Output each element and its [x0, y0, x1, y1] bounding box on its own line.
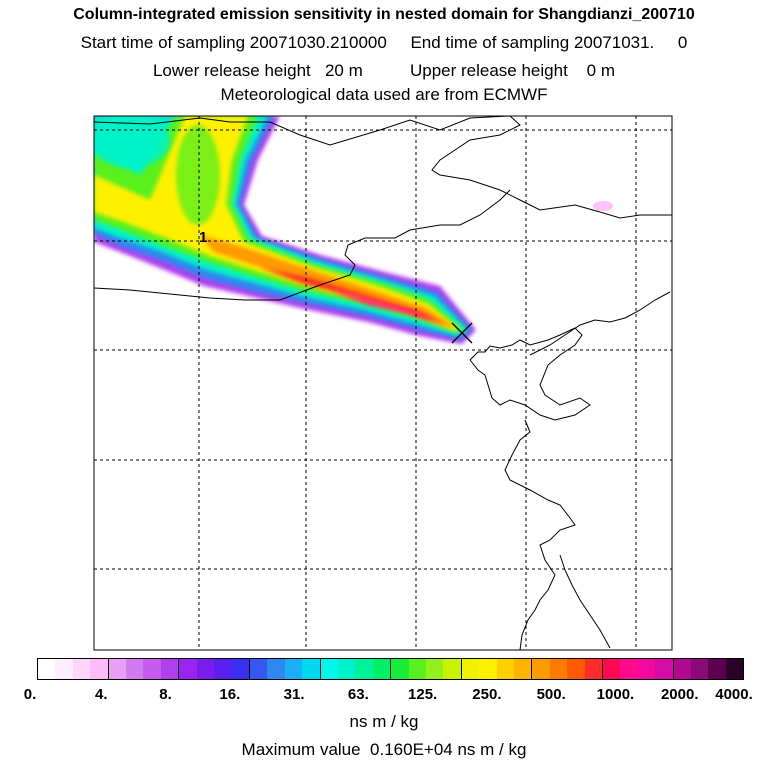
colorbar-tick-label: 250.	[472, 686, 502, 703]
east-coast-fragment	[559, 554, 611, 649]
colorbar-swatch	[72, 659, 91, 679]
colorbar-swatch	[443, 659, 461, 679]
colorbar-swatch	[460, 659, 480, 679]
colorbar-swatch	[196, 659, 215, 679]
colorbar-swatch	[620, 659, 638, 679]
colorbar-tick-label: 1000.	[596, 686, 635, 703]
colorbar-swatch	[267, 659, 285, 679]
map-title: Column-integrated emission sensitivity i…	[73, 6, 695, 23]
colorbar-swatch	[231, 659, 249, 679]
colorbar-swatch	[55, 659, 73, 679]
map-frame	[93, 115, 673, 651]
met-data-line: Meteorological data used are from ECMWF	[220, 85, 548, 104]
colorbar-swatch	[178, 659, 197, 679]
colorbar-swatch	[708, 659, 726, 679]
colorbar-swatch	[38, 659, 56, 679]
colorbar-swatch	[691, 659, 709, 679]
colorbar-swatch	[248, 659, 268, 679]
colorbar-tick-label: 4.	[95, 686, 108, 703]
colorbar-swatch	[672, 659, 692, 679]
colorbar-swatch	[214, 659, 232, 679]
release-height-line: Lower release height 20 m Upper release …	[152, 61, 616, 80]
plume-band-red	[262, 268, 452, 328]
colorbar-tick-label: 63.	[347, 686, 369, 703]
colorbar-swatch	[390, 659, 409, 679]
colorbar-swatch	[655, 659, 673, 679]
release-site-marker	[451, 322, 473, 344]
colorbar-swatch	[602, 659, 621, 679]
colorbar-swatch	[567, 659, 585, 679]
bohai-coast	[469, 327, 591, 421]
colorbar-swatch	[355, 659, 373, 679]
plume-band-core	[330, 290, 446, 326]
colorbar-swatch	[425, 659, 444, 679]
coastlines	[94, 116, 672, 650]
colorbar-swatch	[337, 659, 356, 679]
colorbar-swatch	[160, 659, 179, 679]
colorbar-swatch	[637, 659, 656, 679]
northern-border	[94, 116, 672, 219]
colorbar-swatch	[725, 659, 744, 679]
colorbar-units: ns m / kg	[349, 712, 419, 731]
korea-coast	[529, 291, 671, 356]
colorbar-swatch	[143, 659, 161, 679]
colorbar-swatch	[319, 659, 338, 679]
colorbar	[37, 658, 744, 680]
colorbar-tick-label: 125.	[408, 686, 438, 703]
plume-upper-cyan-lobe	[94, 116, 170, 168]
colorbar-tick-label: 500.	[536, 686, 566, 703]
border-south-arc	[94, 189, 511, 301]
colorbar-tick-label: 8.	[159, 686, 172, 703]
emission-plume	[94, 116, 613, 344]
colorbar-tick-label: 4000.	[715, 686, 753, 703]
colorbar-swatch	[496, 659, 514, 679]
colorbar-swatch	[408, 659, 426, 679]
colorbar-swatch	[372, 659, 391, 679]
colorbar-swatch	[90, 659, 108, 679]
colorbar-swatch	[549, 659, 568, 679]
colorbar-swatch	[302, 659, 320, 679]
colorbar-swatch	[284, 659, 303, 679]
lat-lon-grid	[94, 116, 672, 650]
colorbar-swatch	[126, 659, 144, 679]
colorbar-swatch	[479, 659, 497, 679]
colorbar-swatch	[107, 659, 127, 679]
colorbar-swatch	[531, 659, 550, 679]
plume-upper-green-lobe	[176, 125, 220, 225]
trajectory-day-marker: 1	[199, 229, 207, 246]
colorbar-tick-label: 31.	[283, 686, 305, 703]
shandong-coast	[504, 419, 576, 650]
colorbar-tick-label: 2000.	[660, 686, 699, 703]
sampling-time-line: Start time of sampling 20071030.210000 E…	[80, 33, 688, 52]
colorbar-tick-label: 16.	[219, 686, 241, 703]
plume-faint-patch	[593, 201, 613, 211]
colorbar-swatch	[584, 659, 602, 679]
colorbar-swatch	[513, 659, 532, 679]
colorbar-tick-label: 0.	[23, 686, 37, 703]
maximum-value: Maximum value 0.160E+04 ns m / kg	[241, 740, 527, 759]
